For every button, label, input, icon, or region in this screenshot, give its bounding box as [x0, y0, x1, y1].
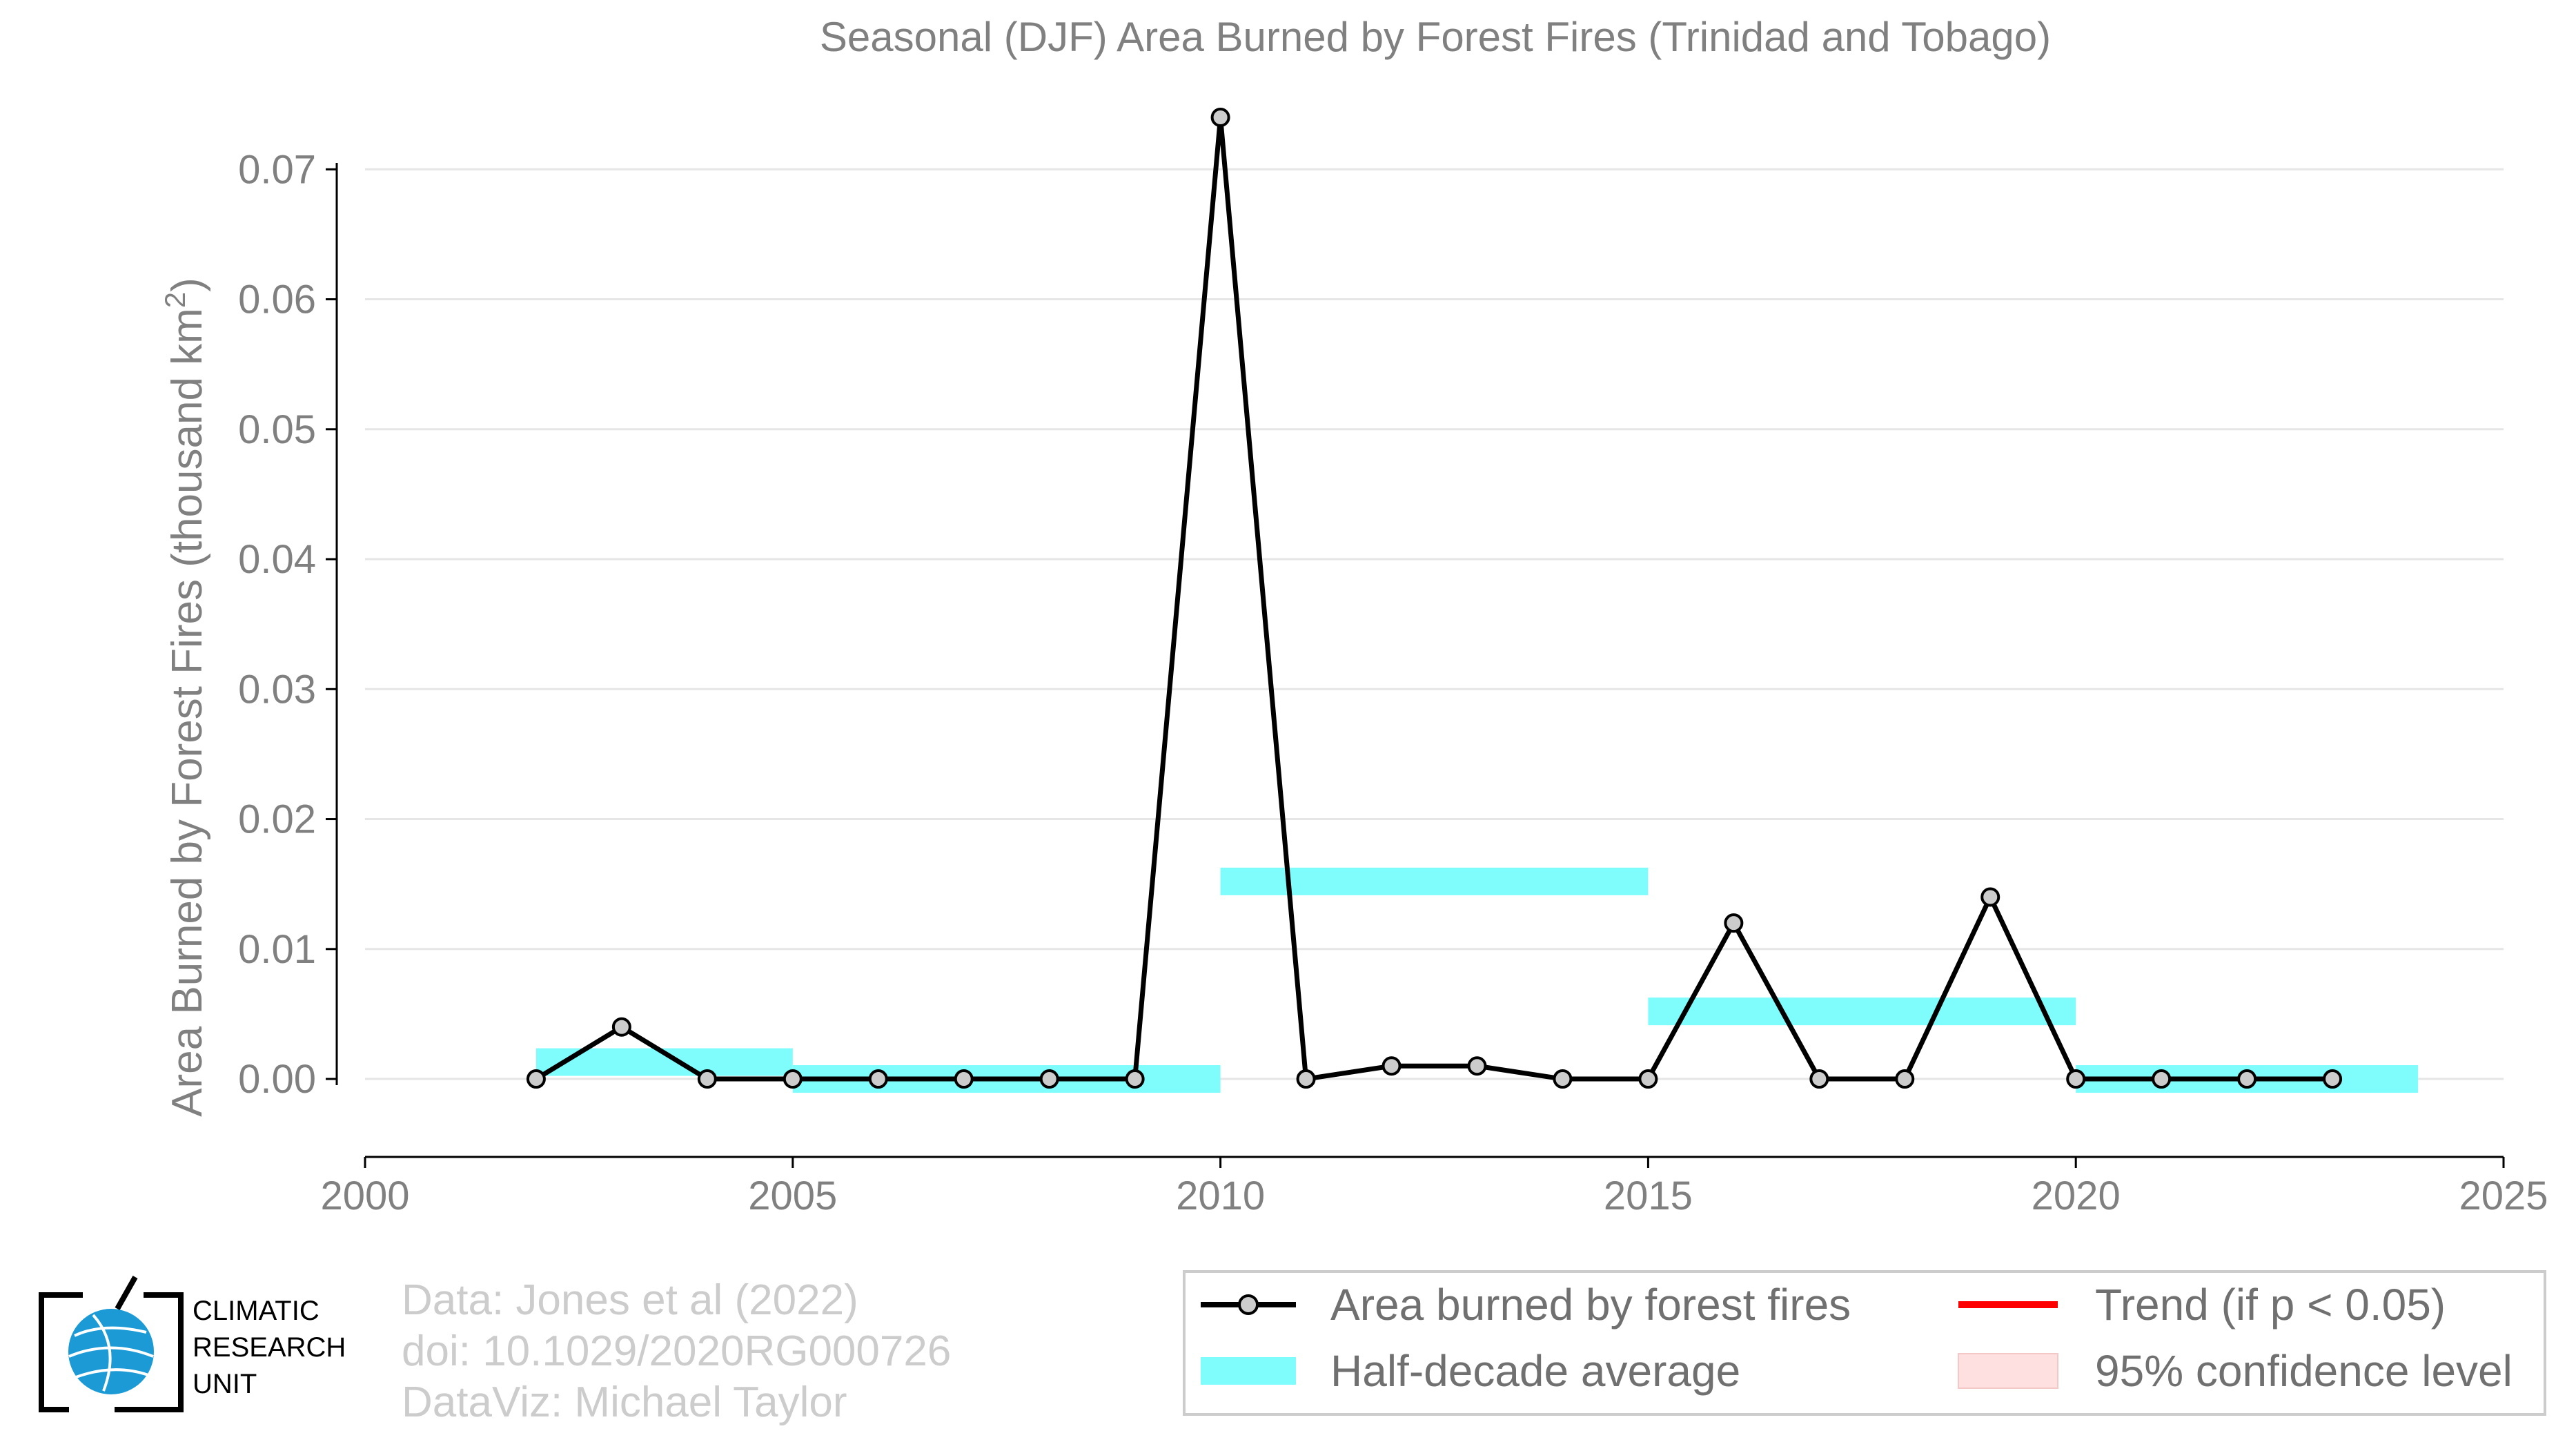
data-point: [611, 1017, 631, 1037]
y-axis-label-main: Area Burned by Forest Fires (thousand km: [164, 308, 211, 1117]
legend: Area burned by forest fires Trend (if p …: [1183, 1270, 2546, 1416]
data-point: [1467, 1056, 1487, 1076]
y-ticks: 0.00 0.01 0.02 0.03 0.04 0.05 0.06 0.07: [238, 147, 337, 1102]
x-tick-label: 2010: [1176, 1174, 1265, 1218]
legend-item-confidence: 95% confidence level: [1958, 1346, 2513, 1396]
y-tick-label: 0.07: [238, 147, 316, 192]
x-tick-label: 2000: [320, 1174, 409, 1218]
data-point: [1980, 887, 2000, 907]
data-point: [1382, 1056, 1402, 1076]
legend-marker-area-burned: [1238, 1294, 1259, 1315]
series-line: [535, 115, 2333, 1082]
data-point: [1039, 1069, 1059, 1089]
legend-label-confidence: 95% confidence level: [2095, 1346, 2513, 1396]
data-point: [2152, 1069, 2172, 1089]
data-point: [1125, 1069, 1145, 1089]
credit-data: Data: Jones et al (2022): [402, 1276, 858, 1324]
x-tick-label: 2025: [2459, 1174, 2548, 1218]
data-point: [1553, 1069, 1573, 1089]
data-point: [1809, 1069, 1829, 1089]
data-point: [783, 1069, 803, 1089]
data-point: [697, 1069, 717, 1089]
half-decade-bar: [1220, 867, 1649, 895]
grid-lines: [365, 168, 2504, 1080]
data-point: [1638, 1069, 1658, 1089]
axes: [335, 163, 2504, 1158]
data-point: [2323, 1069, 2343, 1089]
legend-item-trend: Trend (if p < 0.05): [1958, 1280, 2446, 1330]
legend-item-area-burned: Area burned by forest fires: [1201, 1280, 1851, 1330]
credit-doi: doi: 10.1029/2020RG000726: [402, 1327, 951, 1375]
logo-bracket-right: [115, 1292, 184, 1412]
y-axis-label-end: ): [164, 277, 211, 292]
y-tick-label: 0.05: [238, 407, 316, 452]
legend-swatch-half-decade: [1201, 1357, 1296, 1385]
x-tick-label: 2005: [748, 1174, 837, 1218]
logo-text-line-3: UNIT: [193, 1369, 257, 1399]
data-point: [954, 1069, 974, 1089]
data-point: [2237, 1069, 2257, 1089]
data-point: [868, 1069, 888, 1089]
legend-box: [1183, 1270, 2546, 1416]
cru-logo: CLIMATIC RESEARCH UNIT: [39, 1276, 346, 1412]
chart-title: Seasonal (DJF) Area Burned by Forest Fir…: [820, 14, 2051, 60]
y-tick-label: 0.02: [238, 797, 316, 842]
x-tick-label: 2020: [2032, 1174, 2121, 1218]
y-tick-label: 0.04: [238, 537, 316, 582]
x-tick-label: 2015: [1604, 1174, 1693, 1218]
credit-dataviz: DataViz: Michael Taylor: [402, 1379, 847, 1426]
logo-bracket-left: [39, 1292, 83, 1412]
data-point: [1895, 1069, 1915, 1089]
y-tick-label: 0.01: [238, 927, 316, 972]
data-point: [526, 1069, 546, 1089]
credits: Data: Jones et al (2022) doi: 10.1029/20…: [402, 1276, 951, 1426]
data-point: [1724, 913, 1744, 933]
series-area-burned: [526, 108, 2343, 1089]
logo-text-line-2: RESEARCH: [193, 1332, 346, 1363]
legend-label-area-burned: Area burned by forest fires: [1330, 1280, 1851, 1330]
legend-label-trend: Trend (if p < 0.05): [2095, 1280, 2446, 1330]
legend-swatch-confidence: [1958, 1353, 2058, 1389]
logo-text-line-1: CLIMATIC: [193, 1296, 319, 1326]
y-tick-label: 0.06: [238, 277, 316, 322]
y-axis-label: Area Burned by Forest Fires (thousand km…: [159, 277, 211, 1117]
data-point: [2066, 1069, 2086, 1089]
data-point: [1210, 108, 1230, 127]
globe-logo-icon: [68, 1309, 154, 1394]
y-axis-label-sup: 2: [159, 292, 191, 308]
y-tick-label: 0.03: [238, 667, 316, 712]
y-tick-label: 0.00: [238, 1057, 316, 1102]
legend-label-half-decade: Half-decade average: [1330, 1346, 1740, 1396]
logo-slash: [115, 1276, 138, 1310]
data-point: [1296, 1069, 1316, 1089]
legend-item-half-decade: Half-decade average: [1201, 1346, 1740, 1396]
x-ticks: 2000 2005 2010 2015 2020 2025: [320, 1157, 2548, 1218]
half-decade-bar: [1648, 997, 2076, 1026]
